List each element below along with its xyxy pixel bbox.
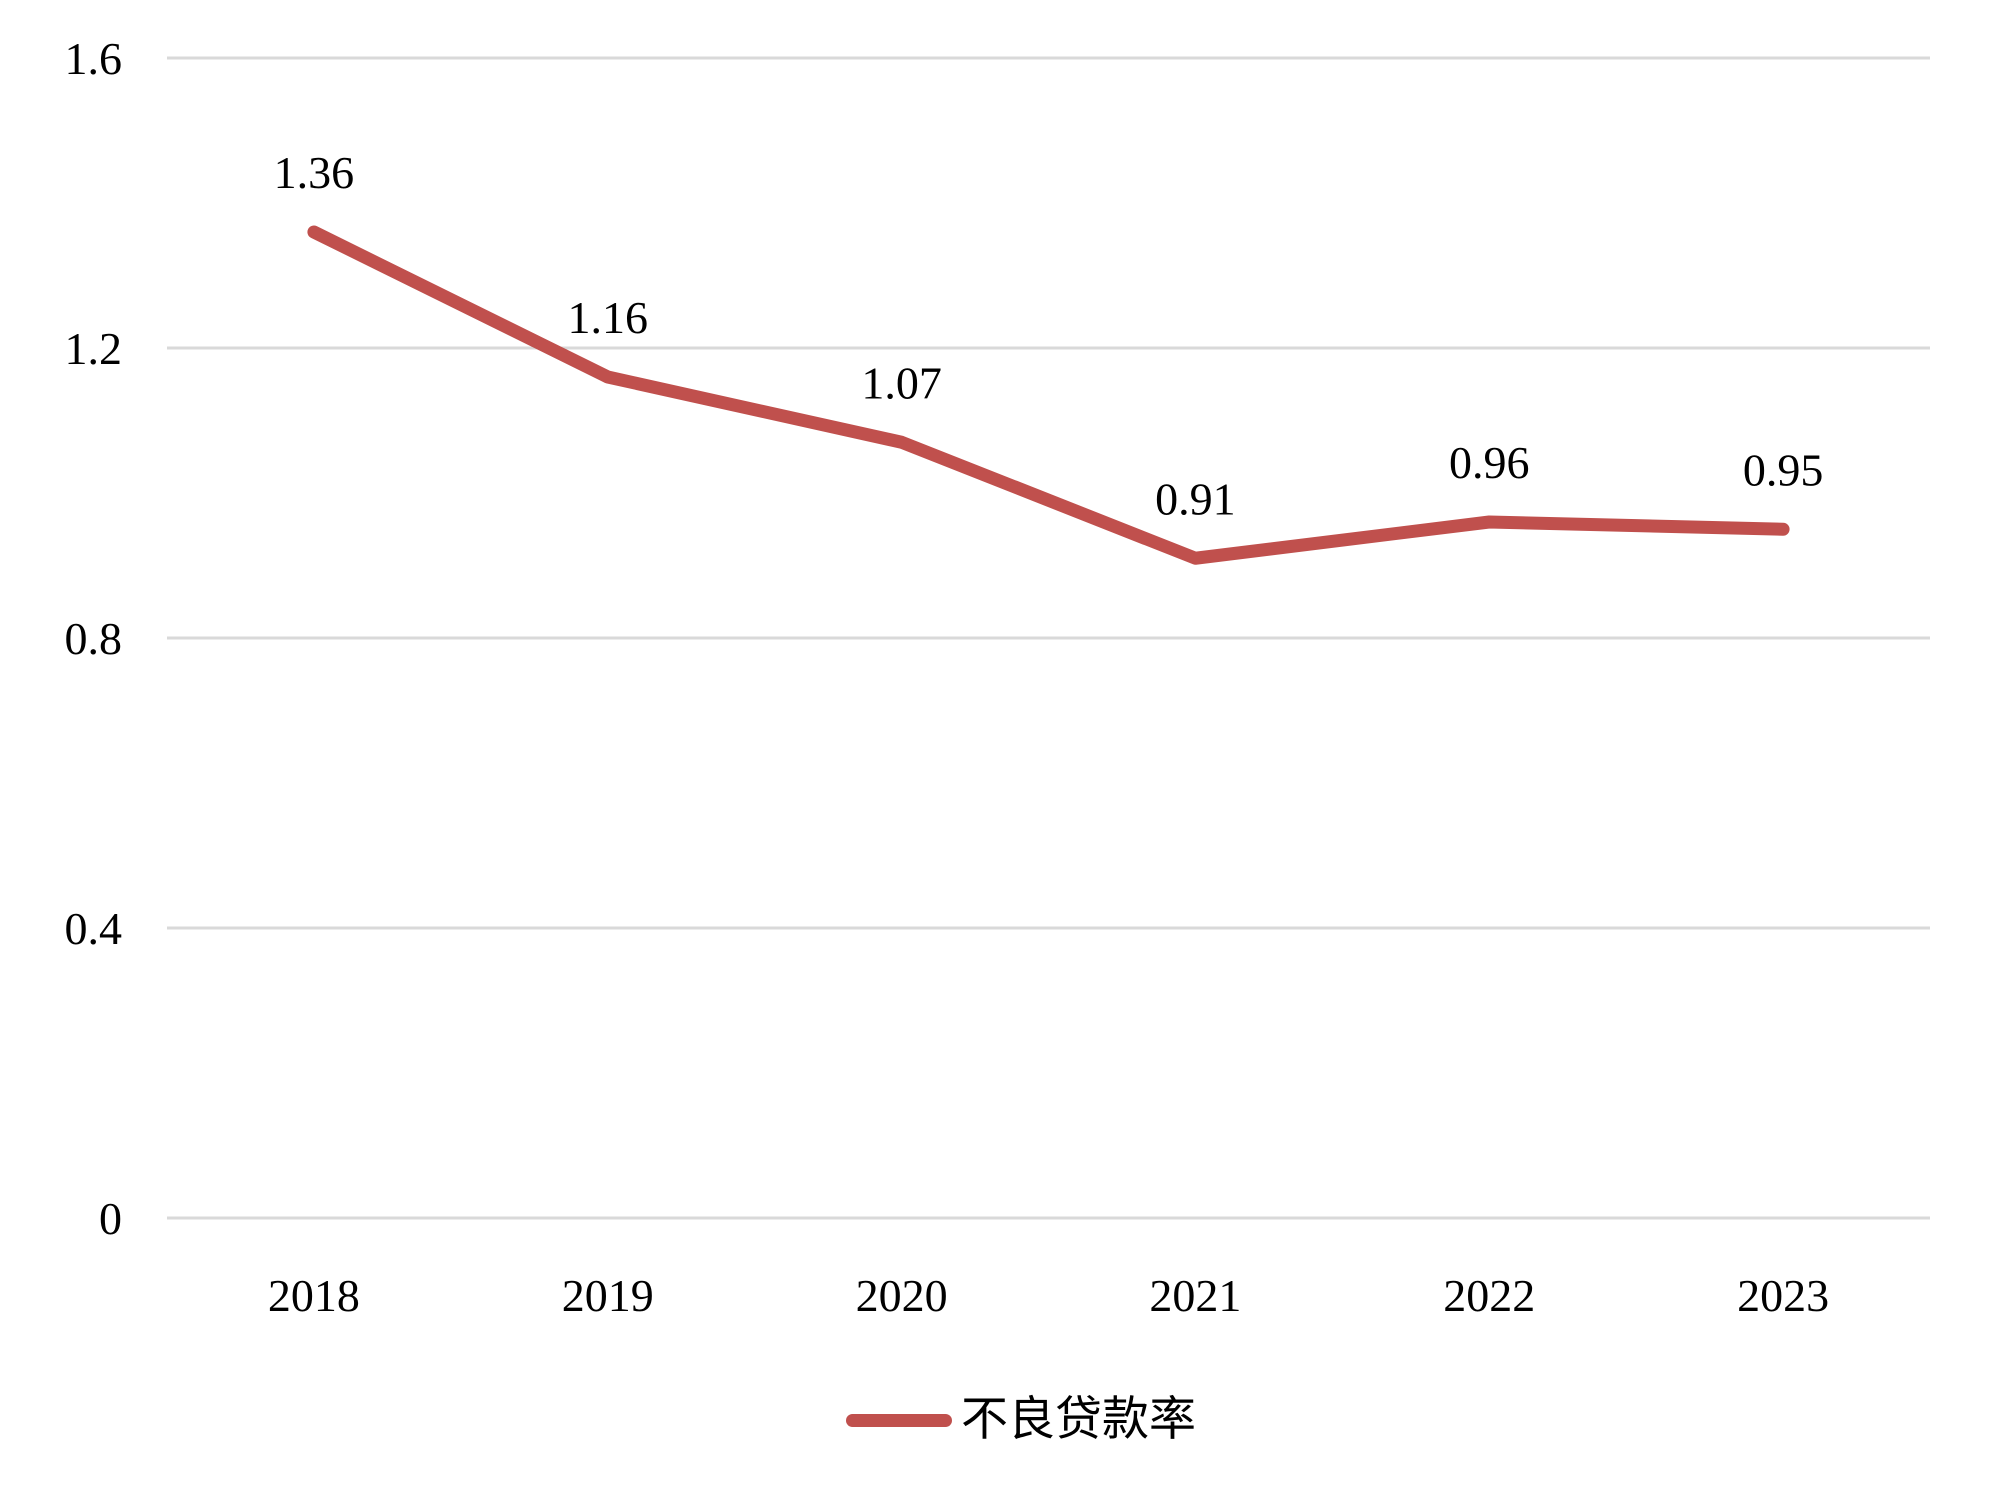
legend-series-label: 不良贷款率 bbox=[961, 1394, 1196, 1446]
y-axis-tick-label: 1.2 bbox=[65, 323, 123, 374]
x-axis-tick-label: 2019 bbox=[562, 1270, 654, 1321]
y-axis-tick-label: 0.8 bbox=[65, 613, 123, 664]
data-label: 0.95 bbox=[1743, 444, 1824, 495]
legend: 不良贷款率 bbox=[846, 1392, 1196, 1448]
data-label: 1.16 bbox=[568, 292, 649, 343]
series-line bbox=[307, 225, 1790, 565]
x-axis-tick-label: 2020 bbox=[856, 1270, 948, 1321]
data-label: 0.91 bbox=[1155, 473, 1236, 524]
data-label: 1.07 bbox=[861, 357, 942, 408]
data-label: 0.96 bbox=[1449, 437, 1530, 488]
x-axis-tick-label: 2022 bbox=[1443, 1270, 1535, 1321]
y-axis-tick-label: 1.6 bbox=[65, 33, 123, 84]
y-axis-tick-label: 0.4 bbox=[65, 903, 123, 954]
x-axis-tick-label: 2021 bbox=[1149, 1270, 1241, 1321]
y-axis-tick-label: 0 bbox=[99, 1193, 122, 1244]
data-label: 1.36 bbox=[274, 147, 355, 198]
x-axis-tick-label: 2018 bbox=[268, 1270, 360, 1321]
x-axis-tick-label: 2023 bbox=[1737, 1270, 1829, 1321]
legend-line-marker-icon bbox=[846, 1413, 952, 1427]
